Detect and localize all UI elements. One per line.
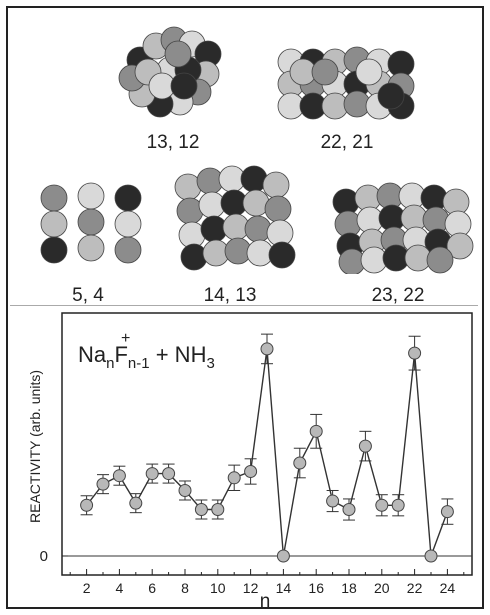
y-axis-label: REACTIVITY (arb. units) [27,370,43,523]
x-tick-label: 22 [407,580,423,596]
data-point [96,477,110,491]
cluster-atom [426,246,454,274]
cluster-atom [77,182,105,210]
data-point [211,503,225,516]
data-point [309,424,323,438]
cluster-14-13 [174,165,296,271]
cluster-label-23-22: 23, 22 [371,285,425,306]
cluster-atom [446,232,474,260]
x-tick-label: 10 [210,580,226,596]
x-tick-label: 16 [308,580,324,596]
cluster-atom [40,236,68,264]
figure-frame [6,6,484,609]
cluster-atom [264,195,292,223]
cluster-atom [268,241,296,269]
cluster-atom [170,72,198,100]
x-axis-label: n [260,591,271,612]
x-tick-label: 14 [276,580,292,596]
x-tick-label: 8 [181,580,189,596]
cluster-atom [114,210,142,238]
data-point [112,469,126,483]
cluster-23-22 [332,182,474,274]
data-point [326,494,340,508]
cluster-atom [180,243,208,271]
data-point [145,467,159,481]
data-point [80,498,94,512]
cluster-atom [164,40,192,68]
data-point [129,496,143,510]
x-tick-label: 4 [116,580,124,596]
data-point [178,483,192,497]
x-tick-label: 24 [440,580,456,596]
cluster-label-13-12: 13, 12 [146,132,200,153]
cluster-label-22-21: 22, 21 [320,132,374,153]
data-point [162,467,176,481]
reactivity-chart: NanFn-1 + NH3 + REACTIVITY (arb. units) … [10,305,478,612]
cluster-atom [262,171,290,199]
data-point [375,498,389,512]
data-point [424,549,438,563]
cluster-13-12 [118,26,222,118]
cluster-atom [377,82,405,110]
cluster-atom [40,210,68,238]
x-tick-label: 20 [374,580,390,596]
chart-title: NanFn-1 + NH3 [78,342,215,372]
data-point [276,549,290,563]
cluster-atom [77,234,105,262]
x-tick-label: 6 [148,580,156,596]
x-tick-label: 12 [243,580,259,596]
data-point [391,498,405,512]
data-point [440,505,454,519]
series-line [86,348,449,557]
data-point [194,503,208,516]
data-point [408,346,422,360]
cluster-5-4 [40,182,142,264]
x-tick-label: 2 [83,580,91,596]
cluster-atom [77,208,105,236]
cluster-atom [114,184,142,212]
cluster-label-14-13: 14, 13 [203,285,257,306]
cluster-atom [114,236,142,264]
data-point [358,439,372,453]
cluster-atom [311,58,339,86]
cluster-atom [40,184,68,212]
cluster-atom [355,58,383,86]
cluster-22-21 [277,46,415,120]
cluster-atom [244,215,272,243]
x-tick-label: 18 [341,580,357,596]
data-point [227,471,241,485]
data-point [244,464,258,478]
data-point [293,456,307,470]
y-tick-label: 0 [40,548,48,565]
cluster-label-5-4: 5, 4 [72,285,104,306]
data-point [342,503,356,516]
chart-title-charge: + [121,330,130,347]
data-point [260,342,274,356]
